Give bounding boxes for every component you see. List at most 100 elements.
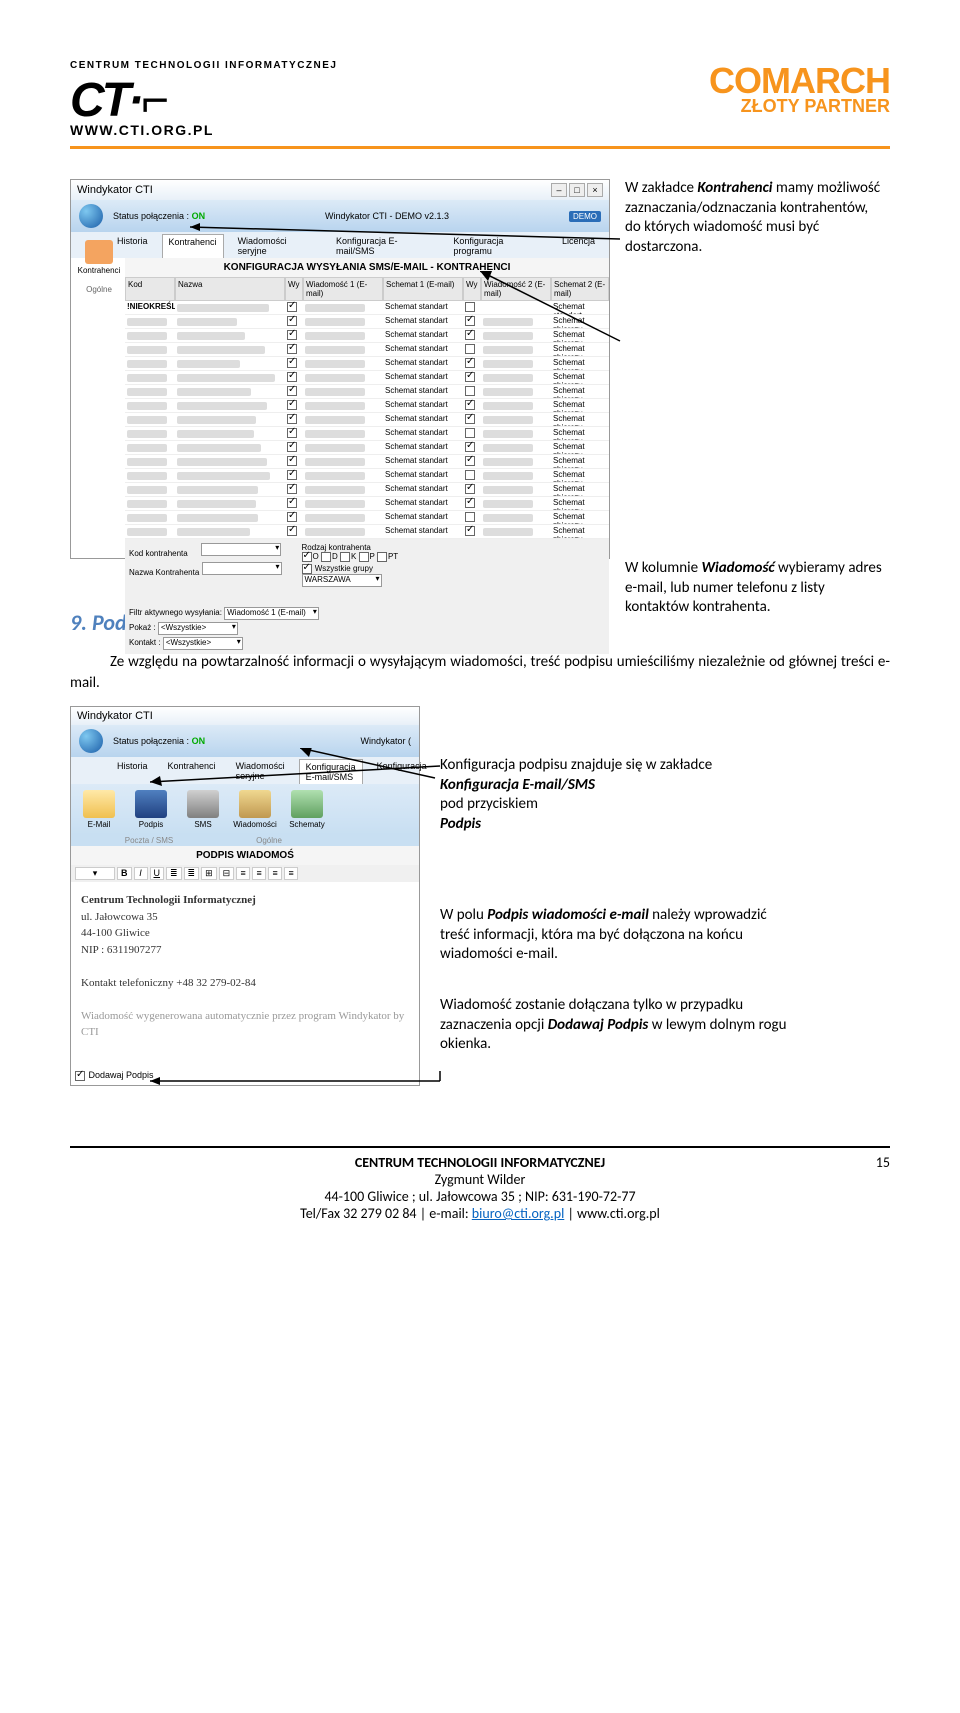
main-tabs-2: Historia Kontrahenci Wiadomości seryjne … bbox=[71, 757, 419, 784]
tab2-historia[interactable]: Historia bbox=[111, 759, 154, 784]
tab2-konfig-email[interactable]: Konfiguracja E-mail/SMS bbox=[299, 759, 363, 784]
label-kod: Kod kontrahenta bbox=[129, 549, 199, 558]
table-row[interactable]: Schemat standartSchemat zbiorczy bbox=[125, 357, 609, 371]
chk-grupy[interactable] bbox=[302, 564, 312, 574]
kontrahenci-icon[interactable] bbox=[85, 240, 113, 264]
table-row[interactable]: Schemat standartSchemat zbiorczy bbox=[125, 399, 609, 413]
input-nazwa[interactable] bbox=[202, 562, 282, 575]
status-label: Status połączenia : bbox=[113, 211, 189, 221]
table-row[interactable]: Schemat standartSchemat zbiorczy bbox=[125, 483, 609, 497]
col-kod[interactable]: Kod bbox=[125, 277, 175, 301]
input-kod[interactable] bbox=[201, 543, 281, 556]
status-label-2: Status połączenia : bbox=[113, 736, 189, 746]
list2-btn[interactable]: ≣ bbox=[184, 867, 200, 880]
combo-grupy[interactable]: WARSZAWA bbox=[302, 574, 382, 587]
minimize-icon[interactable]: – bbox=[551, 183, 567, 197]
table-row[interactable]: Schemat standartSchemat zbiorczy bbox=[125, 413, 609, 427]
annotation-2: W kolumnie Wiadomość wybieramy adres e-m… bbox=[625, 559, 885, 618]
close-icon[interactable]: × bbox=[587, 183, 603, 197]
status-value-2: ON bbox=[192, 736, 206, 746]
tab-konfig-email[interactable]: Konfiguracja E-mail/SMS bbox=[330, 234, 439, 258]
table-row[interactable]: Schemat standartSchemat zbiorczy bbox=[125, 343, 609, 357]
footer-name: Zygmunt Wilder bbox=[435, 1171, 526, 1188]
app-version: Windykator CTI - DEMO v2.1.3 bbox=[215, 211, 559, 221]
table-row[interactable]: Schemat standartSchemat zbiorczy bbox=[125, 497, 609, 511]
chk-rodzaj-O[interactable] bbox=[302, 552, 312, 562]
tab2-wiadomosci[interactable]: Wiadomości seryjne bbox=[230, 759, 291, 784]
combo-kontakt[interactable]: <Wszystkie> bbox=[163, 637, 243, 650]
italic-btn[interactable]: I bbox=[134, 867, 148, 880]
table-row[interactable]: Schemat standartSchemat zbiorczy bbox=[125, 441, 609, 455]
chk-rodzaj-PT[interactable] bbox=[377, 552, 387, 562]
indent-btn[interactable]: ⊞ bbox=[201, 867, 217, 880]
list-btn[interactable]: ≣ bbox=[166, 867, 182, 880]
footer-email[interactable]: biuro@cti.org.pl bbox=[472, 1205, 565, 1222]
col-sch2[interactable]: Schemat 2 (E-mail) bbox=[551, 277, 609, 301]
page-header: CENTRUM TECHNOLOGII INFORMATYCZNEJ CT·⌐ … bbox=[70, 60, 890, 138]
font-combo[interactable]: ▾ bbox=[75, 867, 115, 880]
sidebar-kontrahenci-label: Kontrahenci bbox=[75, 266, 123, 275]
maximize-icon[interactable]: □ bbox=[569, 183, 585, 197]
table-row[interactable]: !NIEOKREŚLONY!Schemat standartSchemat st… bbox=[125, 301, 609, 315]
sidebar-category: Ogólne bbox=[75, 285, 123, 294]
signature-editor[interactable]: Centrum Technologii Informatycznej ul. J… bbox=[71, 882, 419, 1051]
bold-btn[interactable]: B bbox=[117, 867, 132, 880]
align4-btn[interactable]: ≡ bbox=[284, 867, 298, 880]
tab-konfig-prog[interactable]: Konfiguracja programu bbox=[447, 234, 548, 258]
outdent-btn[interactable]: ⊟ bbox=[219, 867, 235, 880]
chk-dodawaj-podpis[interactable] bbox=[75, 1071, 85, 1081]
ribbon-podpis[interactable]: Podpis bbox=[129, 790, 173, 829]
status-bar-2: Status połączenia : ON Windykator ( bbox=[71, 725, 419, 757]
filter-panel: Kod kontrahenta Nazwa Kontrahenta Rodzaj… bbox=[125, 539, 609, 654]
label-pokaz: Pokaż : bbox=[129, 623, 156, 632]
label-nazwa: Nazwa Kontrahenta bbox=[129, 568, 199, 577]
sig-line6: Wiadomość wygenerowana automatycznie prz… bbox=[81, 1008, 409, 1041]
col-sch1[interactable]: Schemat 1 (E-mail) bbox=[383, 277, 463, 301]
chk-rodzaj-K[interactable] bbox=[340, 552, 350, 562]
main-tabs: Historia Kontrahenci Wiadomości seryjne … bbox=[71, 232, 609, 258]
col-wy2[interactable]: Wy bbox=[463, 277, 481, 301]
table-row[interactable]: Schemat standartSchemat zbiorczy bbox=[125, 469, 609, 483]
table-row[interactable]: Schemat standartSchemat zbiorczy bbox=[125, 455, 609, 469]
ribbon-wiadomosci[interactable]: Wiadomości bbox=[233, 790, 277, 829]
section-9-body: Ze względu na powtarzalność informacji o… bbox=[70, 652, 890, 694]
sig-line4: NIP : 6311907277 bbox=[81, 942, 409, 959]
tab2-konfiguracja[interactable]: Konfiguracja bbox=[371, 759, 433, 784]
table-row[interactable]: Schemat standartSchemat zbiorczy bbox=[125, 371, 609, 385]
table-row[interactable]: Schemat standartSchemat zbiorczy bbox=[125, 385, 609, 399]
col-wiad2[interactable]: Wiadomość 2 (E-mail) bbox=[481, 277, 551, 301]
demo-badge: DEMO bbox=[569, 211, 601, 222]
annotation-5: Wiadomość zostanie dołączana tylko w prz… bbox=[440, 996, 790, 1055]
table-row[interactable]: Schemat standartSchemat zbiorczy bbox=[125, 511, 609, 525]
tab2-kontrahenci[interactable]: Kontrahenci bbox=[162, 759, 222, 784]
footer-contact-suffix: | www.cti.org.pl bbox=[564, 1205, 660, 1222]
ribbon-email[interactable]: E-Mail bbox=[77, 790, 121, 829]
footer-address: 44-100 Gliwice ; ul. Jałowcowa 35 ; NIP:… bbox=[324, 1188, 635, 1205]
table-row[interactable]: Schemat standartSchemat zbiorczy bbox=[125, 315, 609, 329]
combo-pokaz[interactable]: <Wszystkie> bbox=[158, 622, 238, 635]
col-nazwa[interactable]: Nazwa bbox=[175, 277, 285, 301]
align2-btn[interactable]: ≡ bbox=[252, 867, 266, 880]
ribbon-schematy[interactable]: Schematy bbox=[285, 790, 329, 829]
chk-rodzaj-P[interactable] bbox=[359, 552, 369, 562]
combo-filtr[interactable]: Wiadomość 1 (E-mail) bbox=[224, 607, 319, 620]
align3-btn[interactable]: ≡ bbox=[268, 867, 282, 880]
ribbon-sms[interactable]: SMS bbox=[181, 790, 225, 829]
logo-left: CENTRUM TECHNOLOGII INFORMATYCZNEJ CT·⌐ … bbox=[70, 60, 380, 138]
col-wiad1[interactable]: Wiadomość 1 (E-mail) bbox=[303, 277, 383, 301]
label-rodzaj: Rodzaj kontrahenta bbox=[302, 543, 371, 552]
tab-wiadomosci[interactable]: Wiadomości seryjne bbox=[232, 234, 322, 258]
align1-btn[interactable]: ≡ bbox=[236, 867, 250, 880]
underline-btn[interactable]: U bbox=[150, 867, 165, 880]
table-row[interactable]: Schemat standartSchemat zbiorczy bbox=[125, 525, 609, 539]
table-row[interactable]: Schemat standartSchemat zbiorczy bbox=[125, 329, 609, 343]
chk-rodzaj-D[interactable] bbox=[321, 552, 331, 562]
tab-licencja[interactable]: Licencja bbox=[556, 234, 601, 258]
table-row[interactable]: Schemat standartSchemat zbiorczy bbox=[125, 427, 609, 441]
label-grupy: Wszystkie grupy bbox=[315, 564, 373, 573]
col-wy1[interactable]: Wy bbox=[285, 277, 303, 301]
sig-line5: Kontakt telefoniczny +48 32 279-02-84 bbox=[81, 975, 409, 992]
annotation-3: Konfiguracja podpisu znajduje się w zakł… bbox=[440, 756, 770, 834]
tab-kontrahenci[interactable]: Kontrahenci bbox=[162, 234, 224, 258]
ribbon-group-ogolne: Ogólne bbox=[219, 836, 319, 845]
